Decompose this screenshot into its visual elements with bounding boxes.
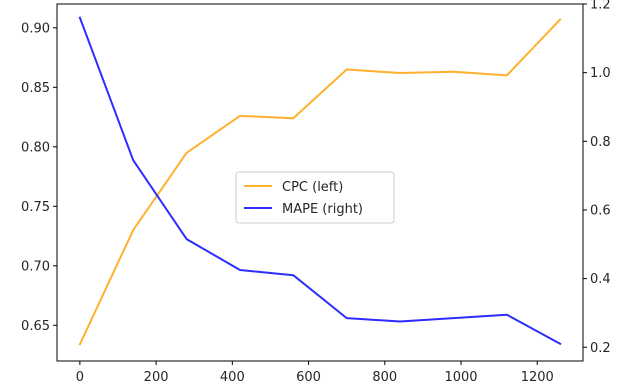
legend-label-cpc: CPC (left) <box>282 180 343 195</box>
y-right-tick-label: 1.2 <box>590 0 611 13</box>
y-left-tick-label: 0.80 <box>21 140 50 155</box>
legend-label-mape: MAPE (right) <box>282 202 363 217</box>
y-left-tick-label: 0.85 <box>21 81 50 96</box>
cpc-series-line <box>78 18 562 346</box>
y-right-tick-label: 0.4 <box>590 272 611 287</box>
mape-series-line <box>78 16 562 346</box>
y-right-axis: 0.2 0.4 0.6 0.8 1.0 1.2 <box>583 0 611 356</box>
series-layer <box>78 16 562 346</box>
x-tick-label: 800 <box>372 370 397 385</box>
y-left-tick-label: 0.75 <box>21 200 50 215</box>
x-tick-label: 400 <box>220 370 245 385</box>
plot-area-border <box>56 3 584 362</box>
x-tick-label: 200 <box>144 370 169 385</box>
x-tick-label: 600 <box>296 370 321 385</box>
legend: CPC (left) MAPE (right) <box>235 171 395 224</box>
plot-frame <box>56 3 584 362</box>
y-left-tick-label: 0.90 <box>21 21 50 36</box>
x-tick-label: 0 <box>76 370 84 385</box>
y-right-tick-label: 0.6 <box>590 203 611 218</box>
x-axis: 0 200 400 600 800 1000 1200 <box>76 361 554 385</box>
y-right-tick-label: 0.8 <box>590 135 611 150</box>
x-tick-label: 1000 <box>444 370 477 385</box>
x-tick-label: 1200 <box>521 370 554 385</box>
y-left-tick-label: 0.65 <box>21 319 50 334</box>
y-right-tick-label: 1.0 <box>590 66 611 81</box>
legend-box <box>235 171 395 224</box>
y-left-tick-label: 0.70 <box>21 259 50 274</box>
y-right-tick-label: 0.2 <box>590 341 611 356</box>
y-left-axis: 0.65 0.70 0.75 0.80 0.85 0.90 <box>21 21 57 334</box>
